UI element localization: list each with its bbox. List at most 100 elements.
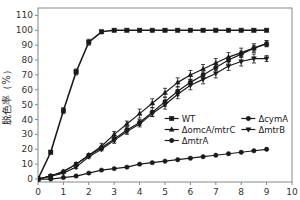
data-point xyxy=(87,153,91,157)
y-tick xyxy=(35,179,38,180)
error-bar xyxy=(87,39,91,45)
error-bar xyxy=(138,109,142,118)
data-point xyxy=(214,153,218,157)
error-bar xyxy=(61,108,65,114)
data-point xyxy=(201,155,205,159)
legend-label: ΔcymA xyxy=(258,114,288,124)
error-bar xyxy=(265,41,269,47)
data-point xyxy=(61,169,66,173)
error-bar xyxy=(201,65,205,74)
data-point xyxy=(252,149,256,153)
data-point xyxy=(38,177,40,181)
data-point xyxy=(252,46,256,50)
series xyxy=(38,41,269,181)
data-point xyxy=(163,90,168,94)
error-bar xyxy=(163,97,167,106)
data-point xyxy=(188,72,193,76)
series xyxy=(38,54,269,182)
y-tick-label: 10 xyxy=(22,159,34,169)
legend-label: WT xyxy=(182,114,196,124)
series xyxy=(38,147,269,181)
data-point xyxy=(264,41,268,45)
data-point xyxy=(226,58,230,62)
error-bar xyxy=(188,81,192,90)
y-tick-label: 100 xyxy=(16,25,33,35)
data-point xyxy=(213,72,218,76)
data-point xyxy=(150,101,155,105)
series xyxy=(38,28,269,181)
data-point xyxy=(125,28,129,32)
error-bar xyxy=(176,78,180,87)
data-point xyxy=(251,46,256,50)
x-tick-label: 9 xyxy=(264,187,270,197)
data-point xyxy=(137,28,141,32)
data-point xyxy=(74,70,78,74)
data-point xyxy=(99,146,103,150)
data-point xyxy=(112,137,116,141)
data-point xyxy=(61,108,65,112)
x-tick xyxy=(88,182,89,185)
plot-data xyxy=(38,28,269,182)
series xyxy=(38,41,269,182)
error-bar xyxy=(150,108,154,117)
data-point xyxy=(74,162,79,166)
data-point xyxy=(188,80,192,84)
x-tick xyxy=(190,182,191,185)
data-point xyxy=(137,162,141,166)
error-bar xyxy=(227,53,231,62)
data-point xyxy=(48,174,53,178)
error-bar xyxy=(125,121,129,127)
y-tick-label: 70 xyxy=(22,70,34,80)
data-point xyxy=(49,174,53,178)
plot-frame xyxy=(38,8,292,182)
y-tick xyxy=(35,74,38,75)
data-point xyxy=(176,157,180,161)
y-tick xyxy=(35,164,38,165)
error-bar xyxy=(252,44,256,53)
y-tick-label: 90 xyxy=(22,40,34,50)
series-line xyxy=(38,59,267,179)
x-tick-label: 5 xyxy=(162,187,168,197)
legend-handle xyxy=(241,116,255,120)
data-point xyxy=(188,28,192,32)
data-point xyxy=(188,156,192,160)
legend-handle xyxy=(165,116,179,120)
x-tick-label: 4 xyxy=(137,187,143,197)
y-tick xyxy=(35,60,38,61)
error-bar xyxy=(163,88,167,97)
x-tick xyxy=(292,182,293,185)
data-point xyxy=(74,162,78,166)
error-bar xyxy=(227,62,231,71)
x-tick xyxy=(165,182,166,185)
y-tick xyxy=(35,119,38,120)
data-point xyxy=(61,169,65,173)
data-point xyxy=(125,128,129,132)
y-tick-label: 80 xyxy=(22,55,34,65)
x-tick xyxy=(114,182,115,185)
data-point xyxy=(163,159,167,163)
error-bar xyxy=(239,51,243,57)
x-tick-label: 10 xyxy=(286,187,298,197)
error-bar xyxy=(125,128,129,134)
error-bar xyxy=(150,99,154,108)
data-point xyxy=(201,78,206,82)
series-line xyxy=(38,44,267,179)
y-tick-label: 0 xyxy=(27,174,33,184)
data-point xyxy=(264,147,268,151)
data-point xyxy=(48,173,53,177)
y-tick-label: 50 xyxy=(22,100,34,110)
y-axis-label: 脱色率（%） xyxy=(1,65,12,125)
x-tick xyxy=(266,182,267,185)
data-point xyxy=(74,174,78,178)
error-bar xyxy=(214,65,218,71)
error-bar xyxy=(100,30,104,33)
data-point xyxy=(226,152,230,156)
y-tick xyxy=(35,89,38,90)
legend-label: ΔmtrA xyxy=(182,136,209,146)
error-bar xyxy=(112,137,116,143)
data-point xyxy=(49,150,53,154)
legend-handle xyxy=(165,127,179,131)
x-tick xyxy=(63,182,64,185)
data-point xyxy=(38,176,40,180)
axes: 0102030405060708090100110012345678910 xyxy=(16,10,298,197)
